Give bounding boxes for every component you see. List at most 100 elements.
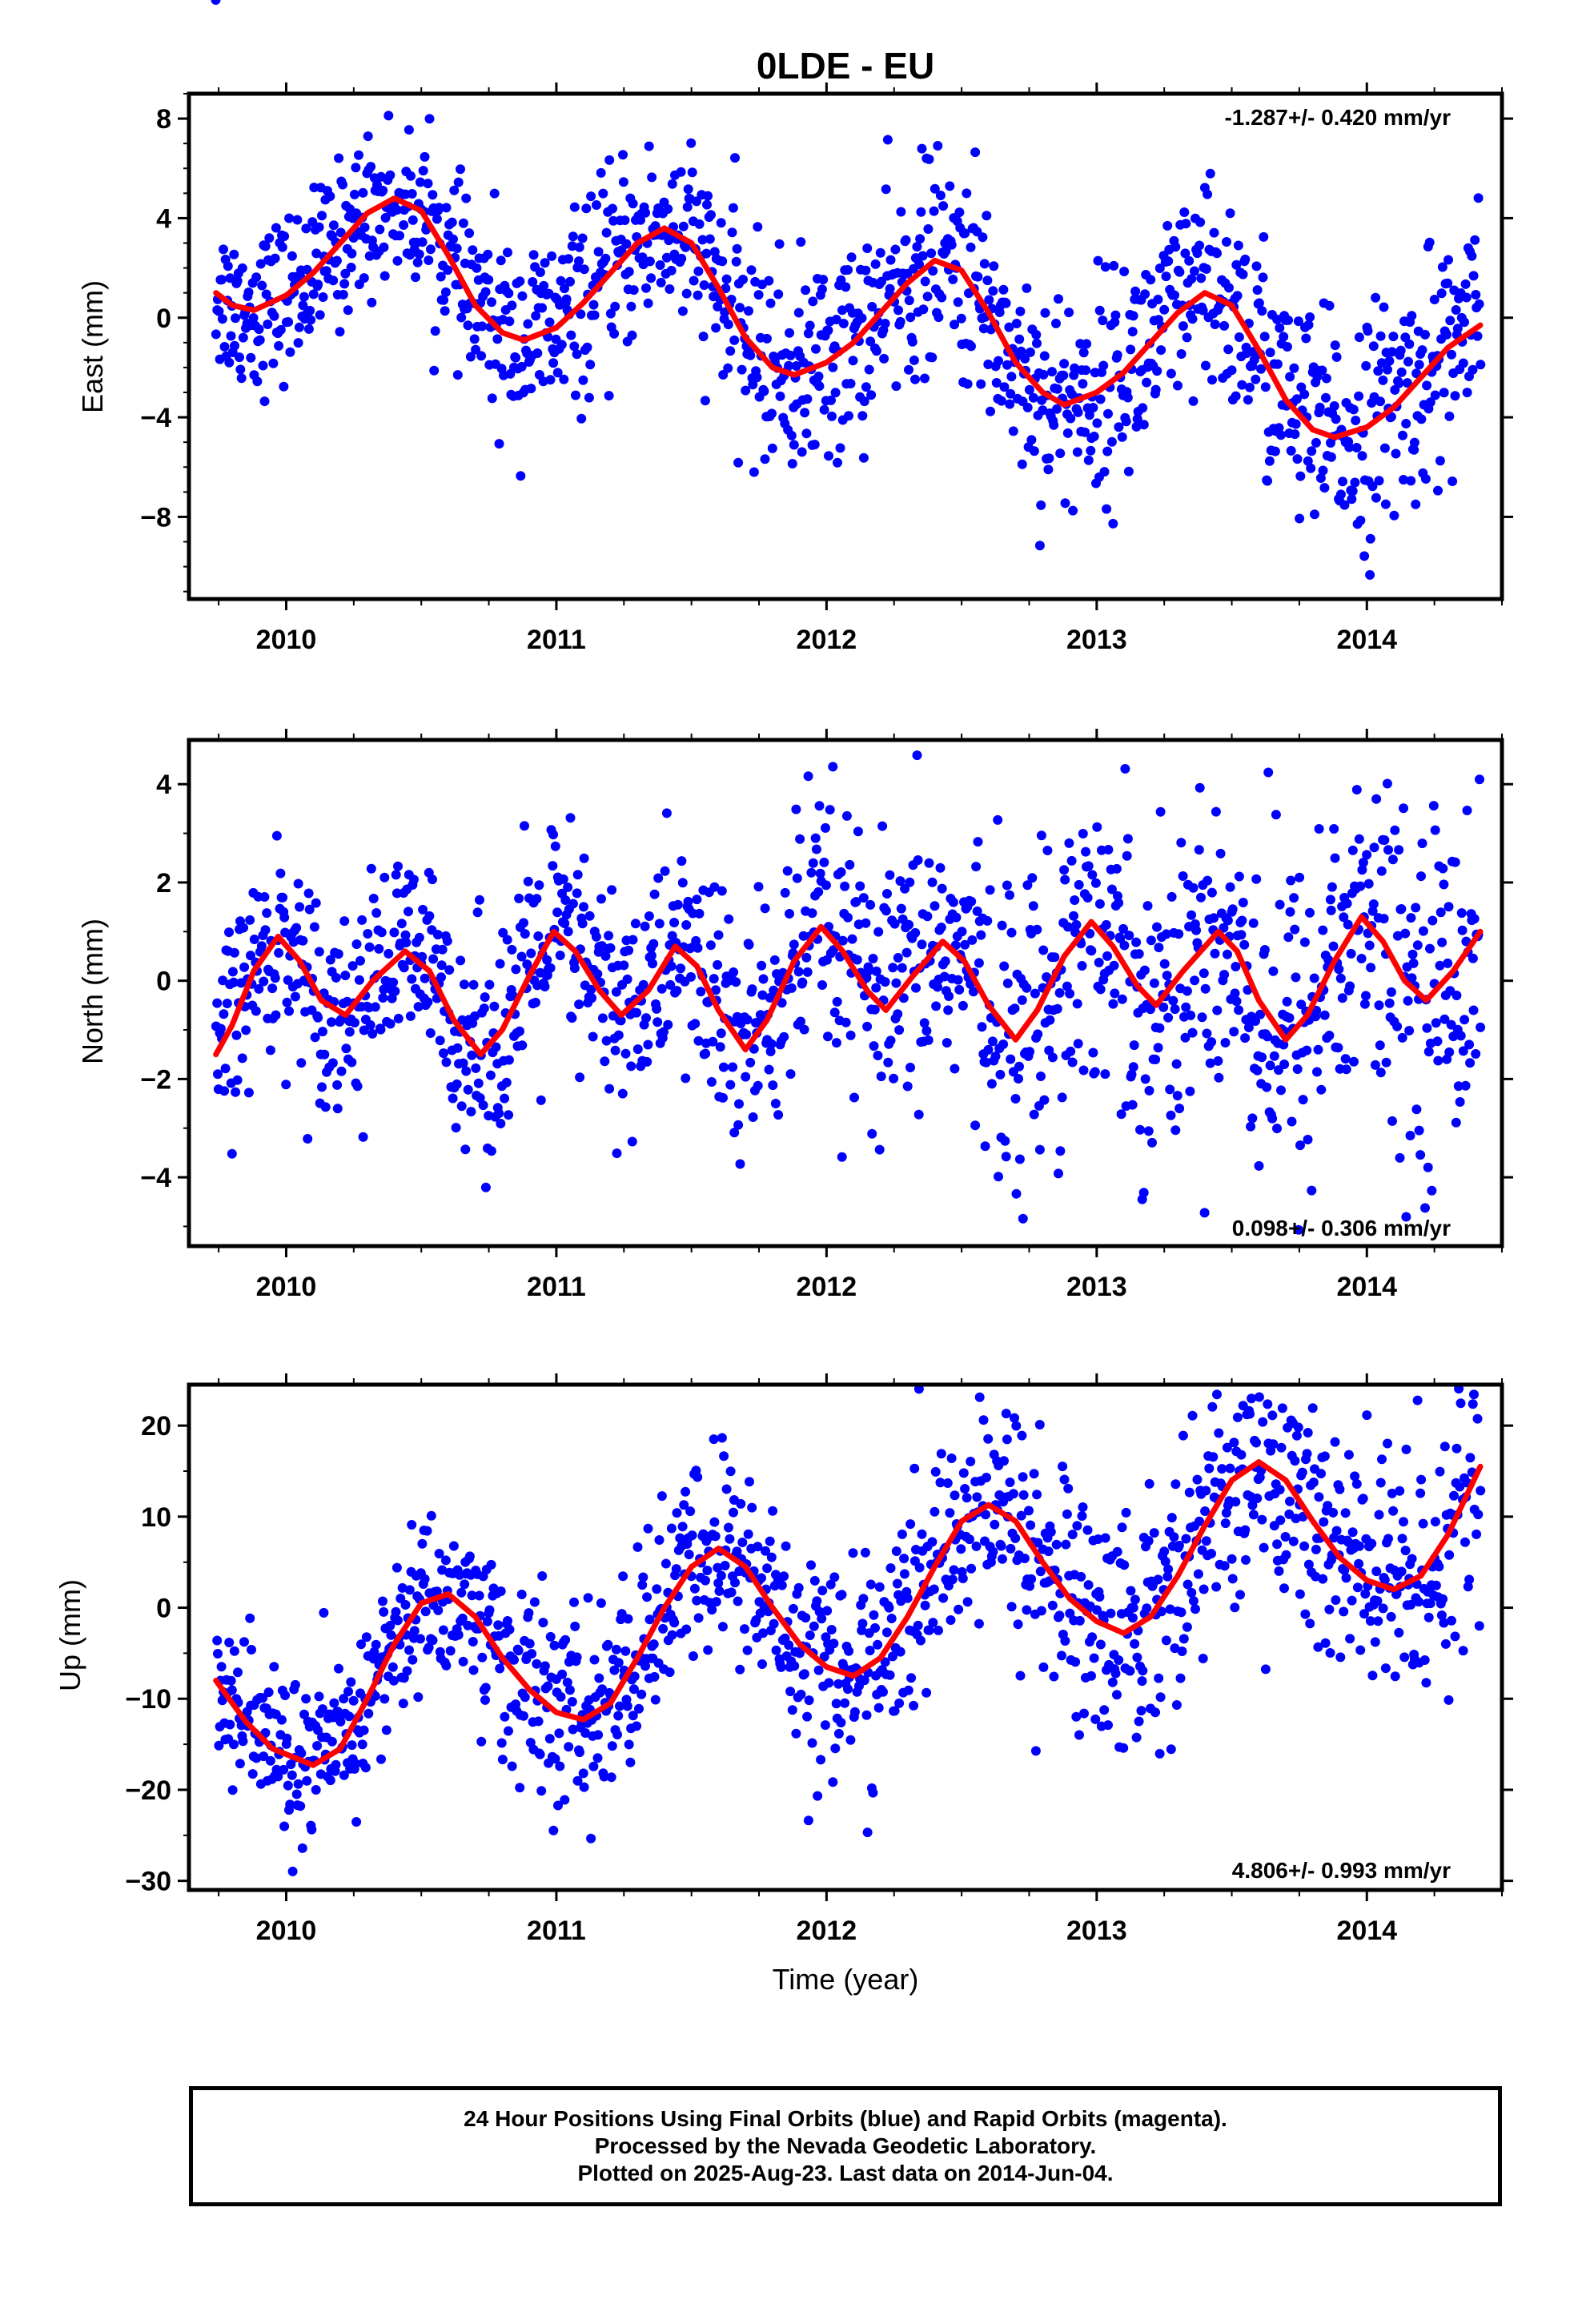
data-point xyxy=(622,974,632,984)
data-point xyxy=(565,813,576,823)
data-point xyxy=(984,295,994,305)
data-point xyxy=(351,1817,362,1827)
data-point xyxy=(626,1061,636,1072)
data-point xyxy=(605,308,616,319)
data-point xyxy=(480,1683,491,1693)
data-point xyxy=(1071,1711,1082,1722)
data-point xyxy=(1340,1054,1351,1064)
data-point xyxy=(1143,1536,1154,1546)
data-point xyxy=(1265,1060,1275,1071)
data-point xyxy=(624,1739,634,1750)
data-point xyxy=(229,249,239,259)
data-point xyxy=(1362,850,1372,860)
data-point xyxy=(1415,1150,1426,1160)
data-point xyxy=(1416,871,1426,882)
data-point xyxy=(1170,1643,1180,1654)
data-point xyxy=(589,310,600,320)
data-point xyxy=(424,911,435,921)
data-point xyxy=(976,379,986,389)
data-point xyxy=(881,906,891,916)
data-point xyxy=(1359,999,1370,1009)
data-point xyxy=(420,1574,430,1584)
data-point xyxy=(741,385,751,396)
data-point xyxy=(320,1102,331,1112)
data-point xyxy=(1394,845,1404,855)
data-point xyxy=(1387,347,1397,357)
data-point xyxy=(327,1058,338,1068)
data-point xyxy=(1460,1080,1471,1091)
data-point xyxy=(568,231,578,242)
data-point xyxy=(857,411,868,421)
data-point xyxy=(1339,1565,1350,1575)
data-point xyxy=(1359,551,1370,561)
data-point xyxy=(379,242,389,252)
data-point xyxy=(713,1578,724,1588)
data-point xyxy=(301,223,311,234)
data-point xyxy=(1130,1594,1140,1605)
data-point xyxy=(1351,416,1361,425)
data-point xyxy=(676,963,686,974)
data-point xyxy=(773,1110,784,1120)
data-point xyxy=(260,241,271,251)
data-point xyxy=(641,283,651,293)
data-point xyxy=(1460,1015,1470,1025)
data-point xyxy=(415,177,425,187)
data-point xyxy=(335,227,346,238)
data-point xyxy=(803,771,813,782)
data-point xyxy=(213,1069,223,1080)
data-point xyxy=(1257,306,1267,316)
data-point xyxy=(1352,1582,1363,1593)
data-point xyxy=(1231,1497,1241,1507)
data-point xyxy=(1174,1540,1184,1550)
data-point xyxy=(592,200,601,210)
data-point xyxy=(468,1637,478,1647)
data-point xyxy=(938,1593,949,1603)
data-point xyxy=(1192,1474,1203,1485)
data-point xyxy=(1073,407,1083,417)
data-point xyxy=(1106,436,1117,447)
data-point xyxy=(811,844,821,854)
data-point xyxy=(385,1019,396,1029)
data-point xyxy=(1015,306,1026,316)
data-point xyxy=(954,207,965,218)
data-point xyxy=(626,301,636,312)
data-point xyxy=(1207,1549,1216,1558)
data-point xyxy=(849,1707,860,1717)
data-point xyxy=(1411,903,1421,913)
data-point xyxy=(308,289,319,300)
data-point xyxy=(669,1618,680,1628)
data-point xyxy=(1350,1471,1360,1482)
data-point xyxy=(232,1075,243,1085)
data-point xyxy=(1102,951,1112,961)
data-point xyxy=(1119,267,1130,276)
data-point xyxy=(644,1614,655,1625)
data-point xyxy=(1247,1500,1258,1510)
data-point xyxy=(758,1628,769,1638)
data-point xyxy=(408,215,418,225)
data-point xyxy=(1112,1690,1122,1700)
data-point xyxy=(1468,1005,1479,1015)
data-point xyxy=(379,1606,389,1617)
data-point xyxy=(1062,981,1072,991)
data-point xyxy=(604,391,614,401)
data-point xyxy=(1052,384,1062,394)
data-point xyxy=(1100,1069,1110,1080)
data-point xyxy=(444,965,455,975)
data-point xyxy=(706,1077,717,1087)
data-point xyxy=(1383,364,1392,375)
data-point xyxy=(231,1087,241,1097)
data-point xyxy=(269,1662,279,1672)
data-point xyxy=(254,324,264,335)
data-point xyxy=(1371,493,1381,503)
data-point xyxy=(1342,899,1352,909)
data-point xyxy=(1263,1031,1273,1042)
data-point xyxy=(607,1741,617,1751)
data-point xyxy=(1404,1026,1415,1035)
data-point xyxy=(1017,459,1027,469)
data-point xyxy=(536,1095,546,1105)
data-point xyxy=(1055,1146,1066,1156)
data-point xyxy=(1295,872,1305,883)
x-tick-label: 2012 xyxy=(797,1272,857,1302)
data-point xyxy=(770,1099,781,1108)
